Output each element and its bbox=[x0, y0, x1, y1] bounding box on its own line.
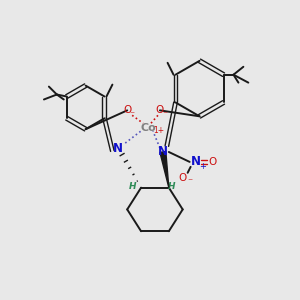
Polygon shape bbox=[160, 152, 169, 188]
Text: H: H bbox=[128, 182, 136, 191]
Text: N: N bbox=[113, 142, 123, 154]
Text: N: N bbox=[190, 155, 201, 168]
Text: 1+: 1+ bbox=[153, 126, 164, 135]
Text: ⁻: ⁻ bbox=[162, 110, 167, 120]
Text: +: + bbox=[199, 162, 206, 171]
Text: ⁻: ⁻ bbox=[130, 110, 135, 120]
Text: O: O bbox=[208, 157, 217, 167]
Text: ⁻: ⁻ bbox=[187, 178, 192, 188]
Text: O: O bbox=[178, 173, 187, 183]
Text: O: O bbox=[156, 105, 164, 116]
Text: H: H bbox=[168, 182, 176, 191]
Text: O: O bbox=[123, 105, 131, 116]
Text: N: N bbox=[158, 146, 168, 158]
Text: Co: Co bbox=[140, 123, 156, 133]
